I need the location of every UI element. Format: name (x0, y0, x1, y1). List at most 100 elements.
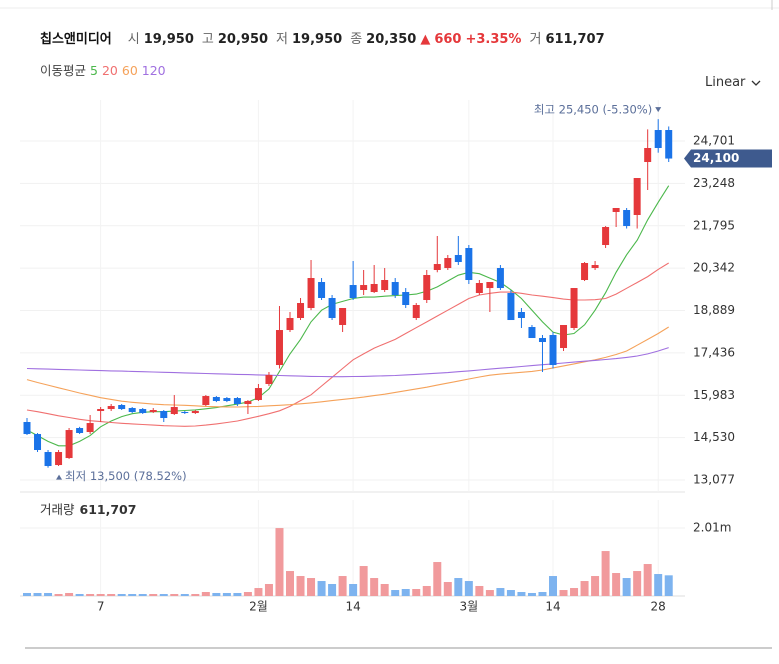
candle-body (549, 335, 557, 366)
volume-bar (44, 592, 53, 596)
candle-body (286, 318, 294, 331)
candle-body (496, 268, 504, 289)
volume-bar (517, 592, 526, 596)
candle-body (297, 303, 305, 319)
volume-bar (222, 592, 231, 596)
candle-body (370, 283, 378, 293)
volume-bar (191, 594, 200, 596)
field-label: 거 (529, 32, 542, 47)
y-tick-label: 20,342 (693, 261, 735, 275)
volume-bar (233, 592, 242, 596)
volume-bar (370, 578, 379, 596)
y-tick-label: 14,530 (693, 430, 735, 444)
ma-line (26, 347, 669, 378)
y-tick-label: 13,077 (693, 473, 735, 487)
volume-bar (664, 575, 673, 596)
candle-body (76, 428, 84, 434)
ma-legend-title: 이동평균 (40, 63, 87, 78)
volume-bar (443, 582, 452, 596)
volume-bar (475, 585, 484, 596)
candle-body (654, 130, 662, 149)
candle-body (244, 401, 252, 405)
volume-bar (65, 592, 74, 596)
volume-bar (601, 551, 610, 596)
candle-body (402, 292, 410, 305)
candle-body (191, 411, 199, 414)
candle-body (612, 207, 620, 212)
candle-body (307, 278, 315, 309)
volume-bar (633, 571, 642, 596)
candle-body (97, 409, 105, 412)
volume-bar (643, 564, 652, 596)
candle-body (528, 327, 536, 339)
candle-body (265, 375, 273, 385)
volume-bar (75, 594, 84, 596)
x-tick-label: 2월 (249, 600, 268, 614)
current-price-label: 24,100 (693, 151, 739, 165)
volume-bar (149, 594, 158, 596)
candle-body (118, 405, 126, 410)
volume-bar (243, 592, 252, 596)
candle-body (391, 282, 399, 296)
candle-body (149, 410, 157, 413)
field-label: 시 (127, 32, 140, 47)
volume-bar (506, 590, 515, 596)
x-tick-label: 3월 (459, 600, 478, 614)
candle-body (23, 422, 31, 435)
y-tick-label: 23,248 (693, 176, 735, 190)
field-label: 저 (276, 32, 289, 47)
candle-body (349, 285, 357, 298)
volume-bar (654, 574, 663, 596)
volume-bar (538, 592, 547, 596)
volume-bar (485, 590, 494, 596)
volume-bar (170, 594, 179, 596)
candle-body (86, 423, 94, 433)
ma-line (26, 326, 669, 408)
candle-body (591, 265, 599, 269)
candle-body (170, 407, 178, 415)
ma-legend-item: 120 (141, 63, 166, 78)
candle-body (160, 411, 168, 419)
candle-body (254, 388, 262, 401)
field-label: 고 (201, 32, 214, 47)
candle-body (55, 452, 63, 466)
candle-body (465, 248, 473, 281)
candle-body (318, 282, 326, 298)
candle-body (486, 282, 494, 289)
volume-bar (317, 581, 326, 596)
volume-bar (296, 576, 305, 596)
y-tick-label: 15,983 (693, 388, 735, 402)
candle-body (444, 258, 452, 269)
y-tick-label: 24,701 (693, 134, 735, 148)
candle-body (623, 210, 631, 227)
x-tick-label: 14 (345, 600, 360, 614)
current-price-tag (684, 149, 772, 168)
candle-body (560, 325, 568, 349)
volume-bar (201, 592, 210, 596)
high-annotation: 최고 25,450 (-5.30%) (534, 103, 652, 117)
volume-bar (180, 594, 189, 596)
candle-body (339, 308, 347, 326)
volume-bar (612, 573, 621, 596)
y-tick-label: 2.01m (693, 521, 731, 535)
volume-bar (591, 576, 600, 596)
x-tick-label: 14 (545, 600, 560, 614)
volume-bar (422, 585, 431, 596)
field-value: 20,350 (366, 32, 417, 47)
change-arrow: ▲ (420, 32, 431, 47)
scale-button[interactable]: Linear (705, 75, 761, 90)
volume-bar (433, 562, 442, 596)
candle-body (181, 412, 189, 414)
candle-body (581, 263, 589, 281)
candle-body (275, 330, 283, 366)
volume-bar (328, 584, 337, 596)
volume-bar (138, 594, 147, 596)
candle-body (633, 178, 641, 215)
price-summary: 칩스앤미디어 시 19,950 고 20,950 저 19,950 종 20,3… (40, 28, 605, 47)
ma-legend[interactable]: 이동평균 5 20 60 120 (40, 60, 166, 79)
volume-bar (580, 581, 589, 596)
candle-body (602, 227, 610, 246)
x-tick-label: 7 (97, 600, 105, 614)
field-label: 종 (350, 32, 363, 47)
